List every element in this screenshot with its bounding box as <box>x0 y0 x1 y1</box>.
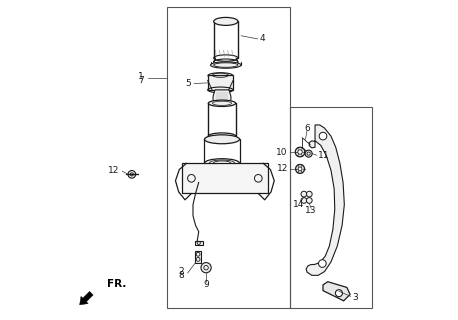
Circle shape <box>318 260 326 268</box>
Text: 9: 9 <box>203 280 209 289</box>
Text: 8: 8 <box>178 271 184 280</box>
Circle shape <box>128 171 136 178</box>
Circle shape <box>201 263 211 273</box>
Circle shape <box>319 132 327 140</box>
Circle shape <box>306 191 312 197</box>
Ellipse shape <box>211 62 241 68</box>
Circle shape <box>305 150 312 157</box>
Circle shape <box>295 147 305 157</box>
Circle shape <box>298 150 302 154</box>
Bar <box>195 252 201 263</box>
Circle shape <box>301 197 307 203</box>
Bar <box>207 75 233 90</box>
Bar <box>167 7 289 308</box>
Circle shape <box>295 164 305 173</box>
Text: 2: 2 <box>178 267 184 276</box>
Text: 14: 14 <box>294 200 305 209</box>
Circle shape <box>298 167 302 171</box>
Ellipse shape <box>204 135 240 144</box>
Text: 3: 3 <box>353 293 358 302</box>
Text: 4: 4 <box>260 35 266 44</box>
Polygon shape <box>213 90 231 103</box>
Circle shape <box>307 152 310 155</box>
Text: 5: 5 <box>185 79 191 88</box>
Ellipse shape <box>214 17 238 25</box>
Text: 7: 7 <box>138 76 144 85</box>
Polygon shape <box>323 282 350 301</box>
Ellipse shape <box>208 100 236 107</box>
Circle shape <box>306 197 312 203</box>
Text: 11: 11 <box>318 151 330 160</box>
Text: 10: 10 <box>276 148 288 156</box>
Text: 13: 13 <box>305 206 317 215</box>
Bar <box>182 163 268 194</box>
Circle shape <box>335 290 343 297</box>
Circle shape <box>301 191 307 197</box>
Bar <box>289 108 372 308</box>
Text: 6: 6 <box>304 124 310 132</box>
Text: 1: 1 <box>138 72 144 81</box>
Polygon shape <box>80 292 93 305</box>
Text: 12: 12 <box>277 164 288 173</box>
Text: FR.: FR. <box>107 279 126 289</box>
Text: 12: 12 <box>109 166 120 175</box>
Polygon shape <box>306 125 344 275</box>
Bar <box>195 241 203 245</box>
